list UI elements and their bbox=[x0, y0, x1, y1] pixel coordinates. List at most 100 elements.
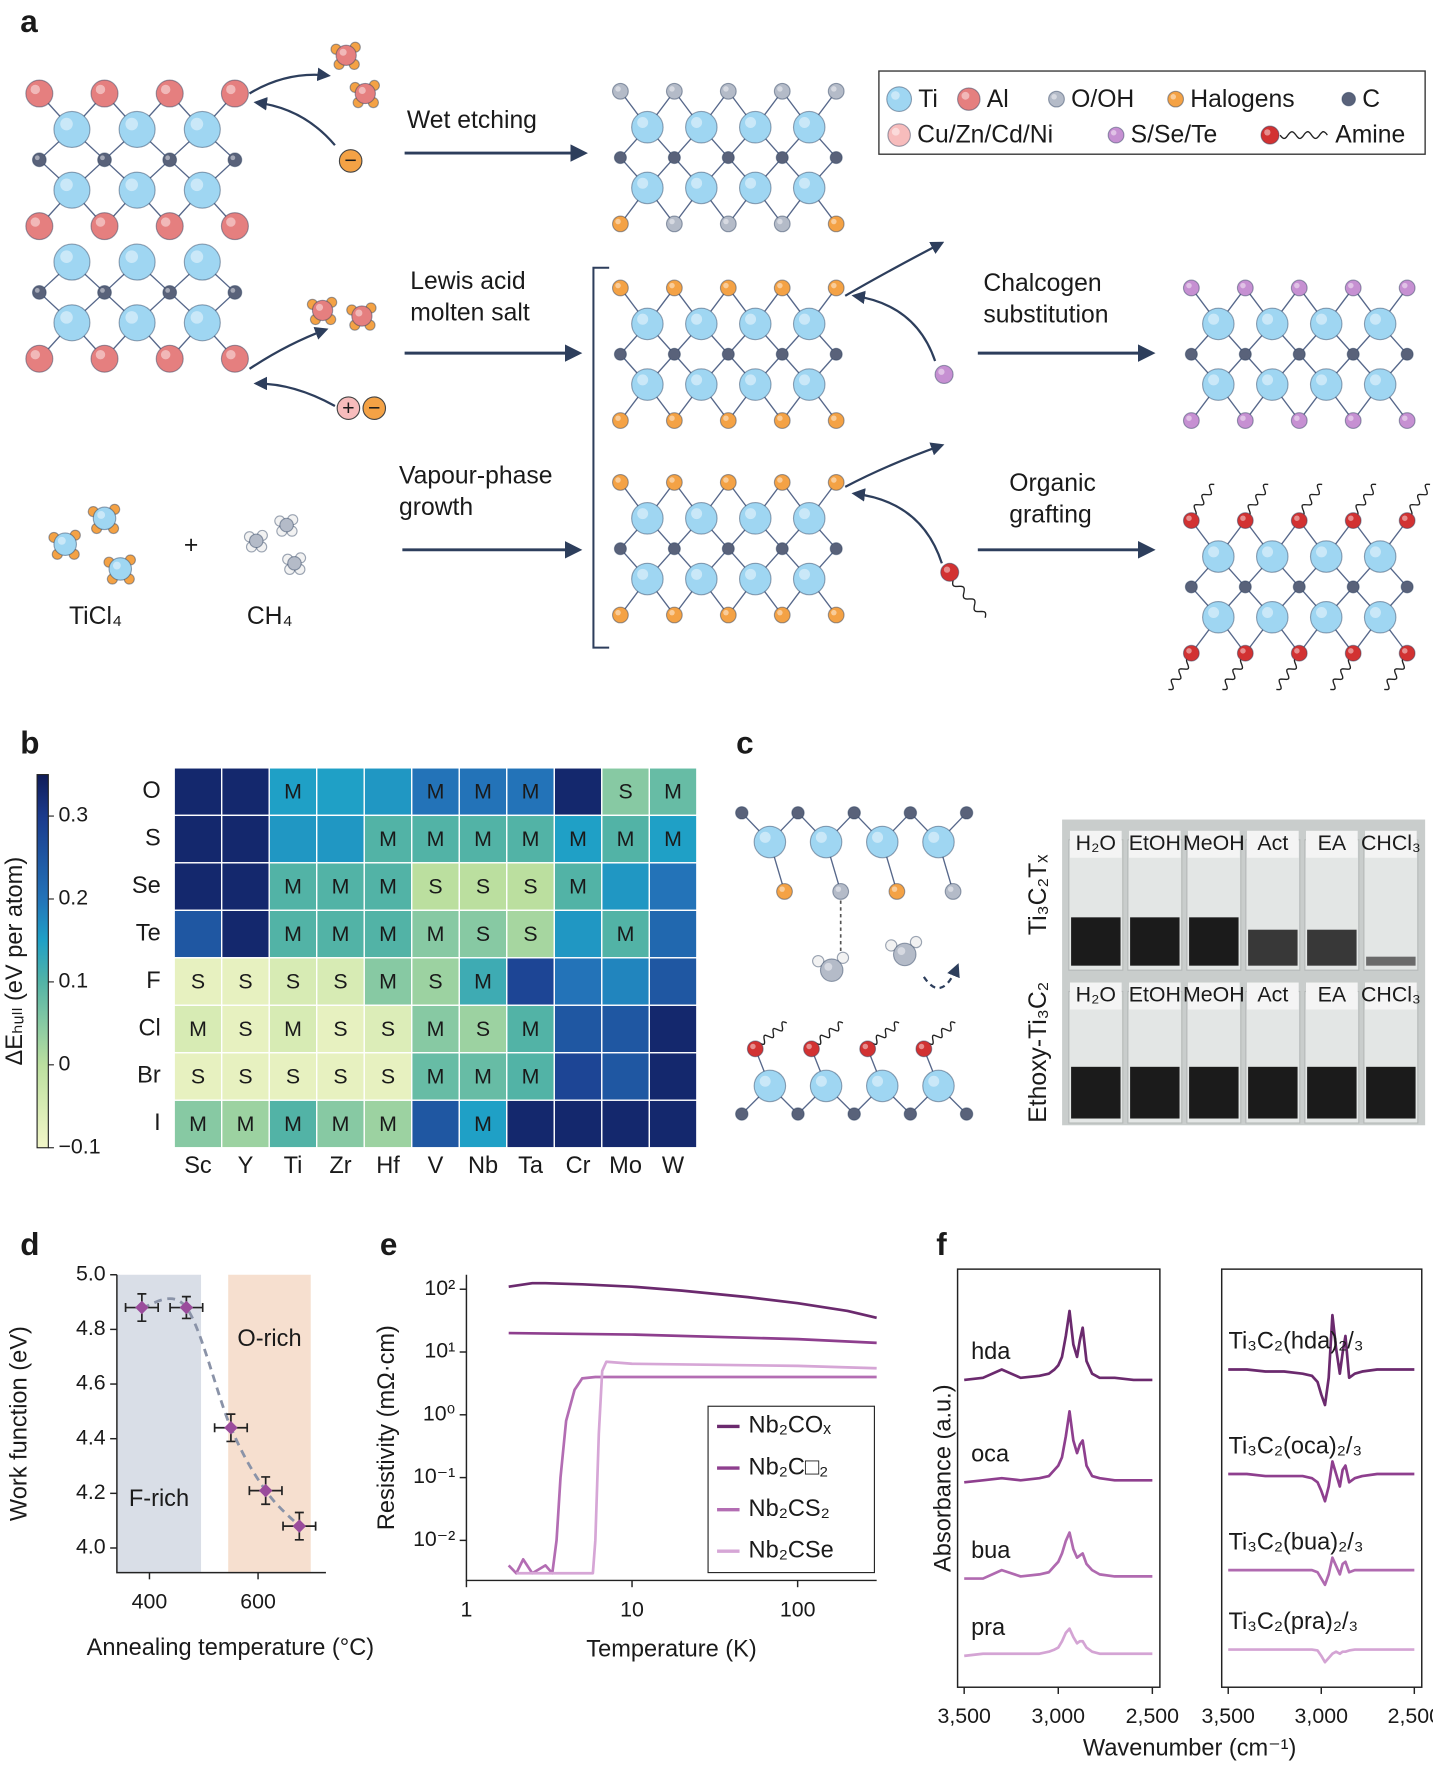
atom-highlight bbox=[1262, 546, 1274, 558]
vial-label bbox=[1069, 830, 1122, 858]
vial-label bbox=[1305, 982, 1358, 1010]
atom-highlight bbox=[897, 947, 906, 955]
legend-label: Cu/Zn/Cd/Ni bbox=[917, 122, 1053, 149]
legend-label: O/OH bbox=[1071, 86, 1134, 113]
atom bbox=[1309, 368, 1343, 401]
atom bbox=[685, 171, 718, 205]
alkyl-chain bbox=[1222, 658, 1246, 691]
atom-highlight bbox=[947, 886, 954, 892]
x-tick-label: 2,500 bbox=[1388, 1704, 1433, 1728]
atom bbox=[719, 606, 737, 624]
atom bbox=[1363, 368, 1397, 401]
heatmap-cell bbox=[316, 957, 365, 1006]
alkyl-chain bbox=[1407, 483, 1431, 516]
y-tick-label: 4.8 bbox=[76, 1316, 106, 1340]
atom bbox=[118, 243, 156, 281]
atom bbox=[1202, 307, 1235, 341]
x-tick-label: 3,000 bbox=[1295, 1704, 1349, 1728]
atom-highlight bbox=[1264, 129, 1271, 136]
atom-highlight bbox=[190, 311, 204, 324]
heatmap-cell bbox=[506, 1004, 555, 1054]
atom-highlight bbox=[637, 177, 649, 189]
atom-highlight bbox=[745, 177, 757, 189]
atom-highlight bbox=[125, 117, 139, 131]
atom bbox=[1182, 512, 1200, 530]
atom bbox=[611, 606, 629, 624]
atom bbox=[631, 368, 664, 401]
series-line bbox=[1228, 1648, 1415, 1664]
atom bbox=[97, 285, 112, 300]
atom-highlight bbox=[1348, 415, 1354, 421]
cell-label: M bbox=[332, 874, 350, 898]
ion bbox=[362, 396, 387, 421]
atom-highlight bbox=[815, 831, 827, 843]
panel-label: c bbox=[736, 726, 754, 761]
series-line bbox=[508, 1331, 877, 1345]
cell-label: S bbox=[286, 1064, 300, 1088]
x-axis-label: Wavenumber (cm⁻¹) bbox=[1083, 1735, 1296, 1761]
solvent-label: EtOH bbox=[1129, 983, 1181, 1007]
cell-label: M bbox=[189, 1112, 207, 1136]
atom-highlight bbox=[1315, 607, 1328, 619]
atom bbox=[90, 79, 119, 108]
cell-label: M bbox=[284, 1112, 302, 1136]
colorbar-tick-label: −0.1 bbox=[58, 1134, 100, 1158]
atom-highlight bbox=[1240, 648, 1246, 654]
legend-label: Amine bbox=[1335, 122, 1405, 149]
alkyl-chain bbox=[1353, 483, 1377, 516]
cell-label: M bbox=[379, 827, 397, 851]
x-tick-label: 3,000 bbox=[1032, 1704, 1086, 1728]
dashed-arrow bbox=[922, 963, 960, 990]
atom-highlight bbox=[745, 374, 757, 386]
y-tick-label: 10² bbox=[424, 1276, 455, 1300]
atom-highlight bbox=[759, 831, 771, 843]
series-line bbox=[964, 1627, 1153, 1658]
atom bbox=[611, 279, 629, 297]
atom-highlight bbox=[226, 349, 236, 360]
cell-label: M bbox=[569, 874, 587, 898]
atom-highlight bbox=[1369, 607, 1381, 619]
heatmap-cell bbox=[601, 767, 650, 817]
atom-highlight bbox=[615, 86, 621, 92]
atom-highlight bbox=[938, 368, 945, 375]
atom bbox=[665, 606, 683, 624]
colorbar-tick-label: 0.1 bbox=[58, 969, 88, 993]
cell-label: M bbox=[237, 1112, 255, 1136]
legend-box bbox=[878, 70, 1426, 155]
atom-highlight bbox=[831, 477, 837, 483]
atom-highlight bbox=[230, 155, 236, 161]
heatmap-cell bbox=[648, 862, 698, 911]
atom bbox=[665, 82, 683, 100]
y-tick-label: 10⁰ bbox=[423, 1401, 455, 1425]
atom bbox=[162, 152, 178, 168]
atom bbox=[1255, 368, 1289, 401]
atom-highlight bbox=[1186, 415, 1192, 421]
atom-highlight bbox=[1262, 607, 1274, 619]
curved-arrow bbox=[253, 376, 336, 407]
atom bbox=[1400, 580, 1414, 594]
atom bbox=[776, 883, 793, 900]
series-label: hda bbox=[971, 1339, 1011, 1365]
atom bbox=[829, 151, 843, 165]
heatmap-cell bbox=[173, 957, 223, 1006]
panel-label: b bbox=[20, 726, 39, 761]
atom bbox=[1238, 580, 1252, 594]
atom-highlight bbox=[777, 609, 783, 616]
heatmap-cell bbox=[411, 1099, 460, 1149]
atom-highlight bbox=[691, 374, 703, 386]
row-label: I bbox=[154, 1110, 161, 1136]
atom-highlight bbox=[637, 374, 649, 386]
atom-highlight bbox=[798, 313, 811, 325]
atom bbox=[1341, 91, 1357, 107]
y-tick-label: 10¹ bbox=[424, 1339, 455, 1363]
atom bbox=[847, 806, 861, 820]
x-tick-label: 600 bbox=[240, 1590, 276, 1614]
atom bbox=[1344, 644, 1362, 662]
atom-highlight bbox=[831, 282, 837, 289]
atom bbox=[665, 412, 683, 429]
atom bbox=[738, 307, 772, 341]
x-tick-label: 1 bbox=[460, 1597, 472, 1621]
heatmap-cell bbox=[648, 1099, 698, 1149]
atom bbox=[631, 307, 664, 341]
atom-highlight bbox=[1186, 282, 1192, 289]
